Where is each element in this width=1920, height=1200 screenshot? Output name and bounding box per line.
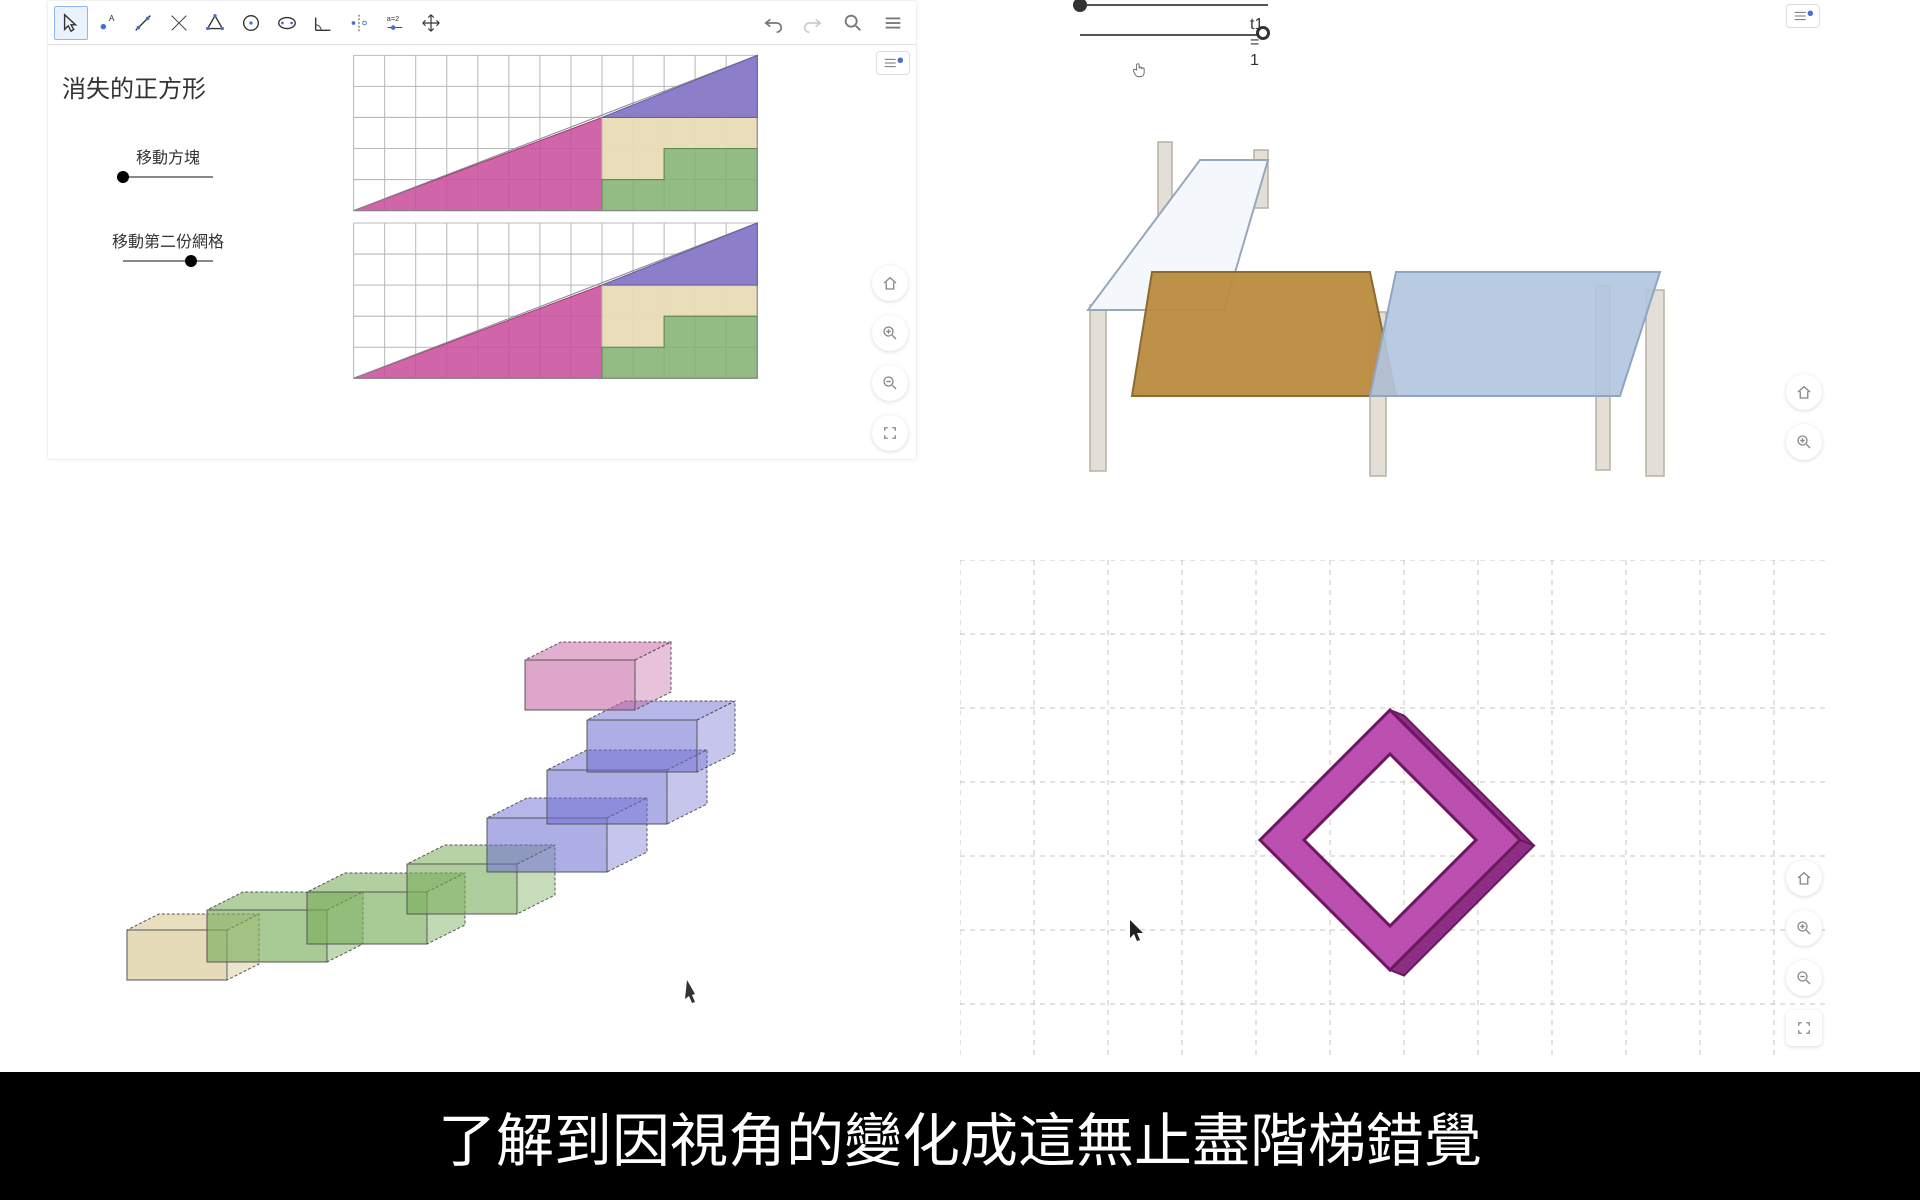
menu-button[interactable]	[876, 6, 910, 40]
panel-3d-stairs	[47, 560, 827, 1030]
panel-missing-square: A a=2 消失的正方形 移動方塊	[47, 0, 917, 460]
home-button[interactable]	[1786, 860, 1822, 896]
tool-circle[interactable]	[234, 6, 268, 40]
tool-move[interactable]	[414, 6, 448, 40]
slider2-knob[interactable]	[185, 255, 197, 267]
page: A a=2 消失的正方形 移動方塊	[0, 0, 1920, 1200]
fullscreen-button[interactable]	[1786, 1010, 1822, 1046]
svg-text:A: A	[109, 14, 115, 23]
slider2-label: 移動第二份網格	[62, 228, 274, 252]
tool-point[interactable]: A	[90, 6, 124, 40]
panel-title: 消失的正方形	[62, 69, 274, 104]
float-buttons-tl	[872, 265, 908, 451]
tool-reflect[interactable]	[342, 6, 376, 40]
tool-polygon[interactable]	[198, 6, 232, 40]
tool-angle[interactable]	[306, 6, 340, 40]
subtitle-bar: 了解到因視角的變化成這無止盡階梯錯覺	[0, 1072, 1920, 1200]
float-buttons-tr	[1786, 374, 1822, 460]
slider1-knob[interactable]	[117, 171, 129, 183]
toolbar: A a=2	[48, 1, 916, 45]
home-button[interactable]	[872, 265, 908, 301]
zoom-out-button[interactable]	[872, 365, 908, 401]
style-toggle[interactable]	[876, 51, 910, 75]
slider-move-grid[interactable]	[123, 260, 213, 262]
undo-button[interactable]	[756, 6, 790, 40]
subtitle-text: 了解到因視角的變化成這無止盡階梯錯覺	[438, 1094, 1482, 1178]
slider-move-block[interactable]	[123, 176, 213, 178]
home-button[interactable]	[1786, 374, 1822, 410]
sidebar: 消失的正方形 移動方塊 移動第二份網格	[48, 45, 288, 459]
table-canvas[interactable]	[960, 0, 1830, 480]
svg-text:a=2: a=2	[387, 14, 399, 23]
tool-select[interactable]	[54, 6, 88, 40]
missing-square-canvas[interactable]	[288, 45, 916, 459]
tool-ellipse[interactable]	[270, 6, 304, 40]
redo-button[interactable]	[796, 6, 830, 40]
tool-perpendicular[interactable]	[162, 6, 196, 40]
zoom-in-button[interactable]	[1786, 910, 1822, 946]
zoom-out-button[interactable]	[1786, 960, 1822, 996]
zoom-in-button[interactable]	[872, 315, 908, 351]
float-buttons-br	[1786, 860, 1822, 1046]
fullscreen-button[interactable]	[872, 415, 908, 451]
zoom-in-button[interactable]	[1786, 424, 1822, 460]
tool-line[interactable]	[126, 6, 160, 40]
panel-table-illusion: t2 = 0 t1 = 1	[960, 0, 1830, 480]
stairs-canvas[interactable]	[47, 560, 827, 1030]
search-button[interactable]	[836, 6, 870, 40]
slider1-label: 移動方塊	[62, 144, 274, 168]
diamond-canvas[interactable]	[960, 560, 1830, 1060]
panel-diamond	[960, 560, 1830, 1060]
tool-slider[interactable]: a=2	[378, 6, 412, 40]
